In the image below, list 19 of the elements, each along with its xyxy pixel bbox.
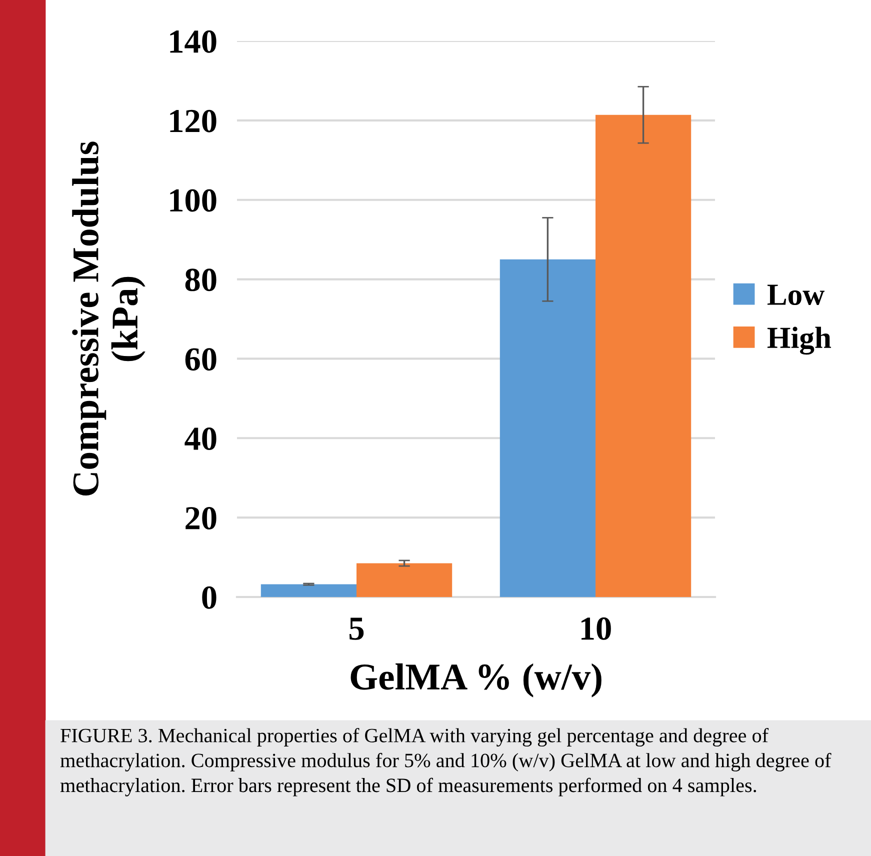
- bar: [260, 584, 356, 597]
- y-tick-label: 140: [170, 30, 216, 53]
- y-tick-label: 100: [170, 189, 216, 212]
- x-axis-title: GelMA % (w/v): [350, 663, 602, 698]
- legend-label: High: [767, 326, 832, 355]
- x-tick-label: 5: [350, 618, 364, 640]
- caption: FIGURE 3. Mechanical properties of GelMA with varying gel percentage and degree of methacrylation. Compressive modulus for 5% and 10% (w/v) GelMA at low and high degree of methacrylation. Error bars represent the SD of measurements performed on 4 samples.: [60, 728, 832, 796]
- x-tick-label: 10: [582, 617, 611, 640]
- y-tick-label: 60: [185, 348, 216, 371]
- bar: [356, 563, 452, 597]
- bar: [596, 114, 692, 597]
- y-tick-label: 40: [184, 428, 216, 450]
- y-tick-label: 0: [202, 586, 216, 609]
- bar: [500, 259, 596, 597]
- y-tick-label: 120: [170, 110, 216, 132]
- legend-label: Low: [767, 284, 825, 306]
- y-tick-label: 20: [186, 506, 216, 530]
- y-axis-title: Compressive Modulus (kPa): [72, 142, 146, 496]
- y-tick-label: 80: [185, 268, 216, 292]
